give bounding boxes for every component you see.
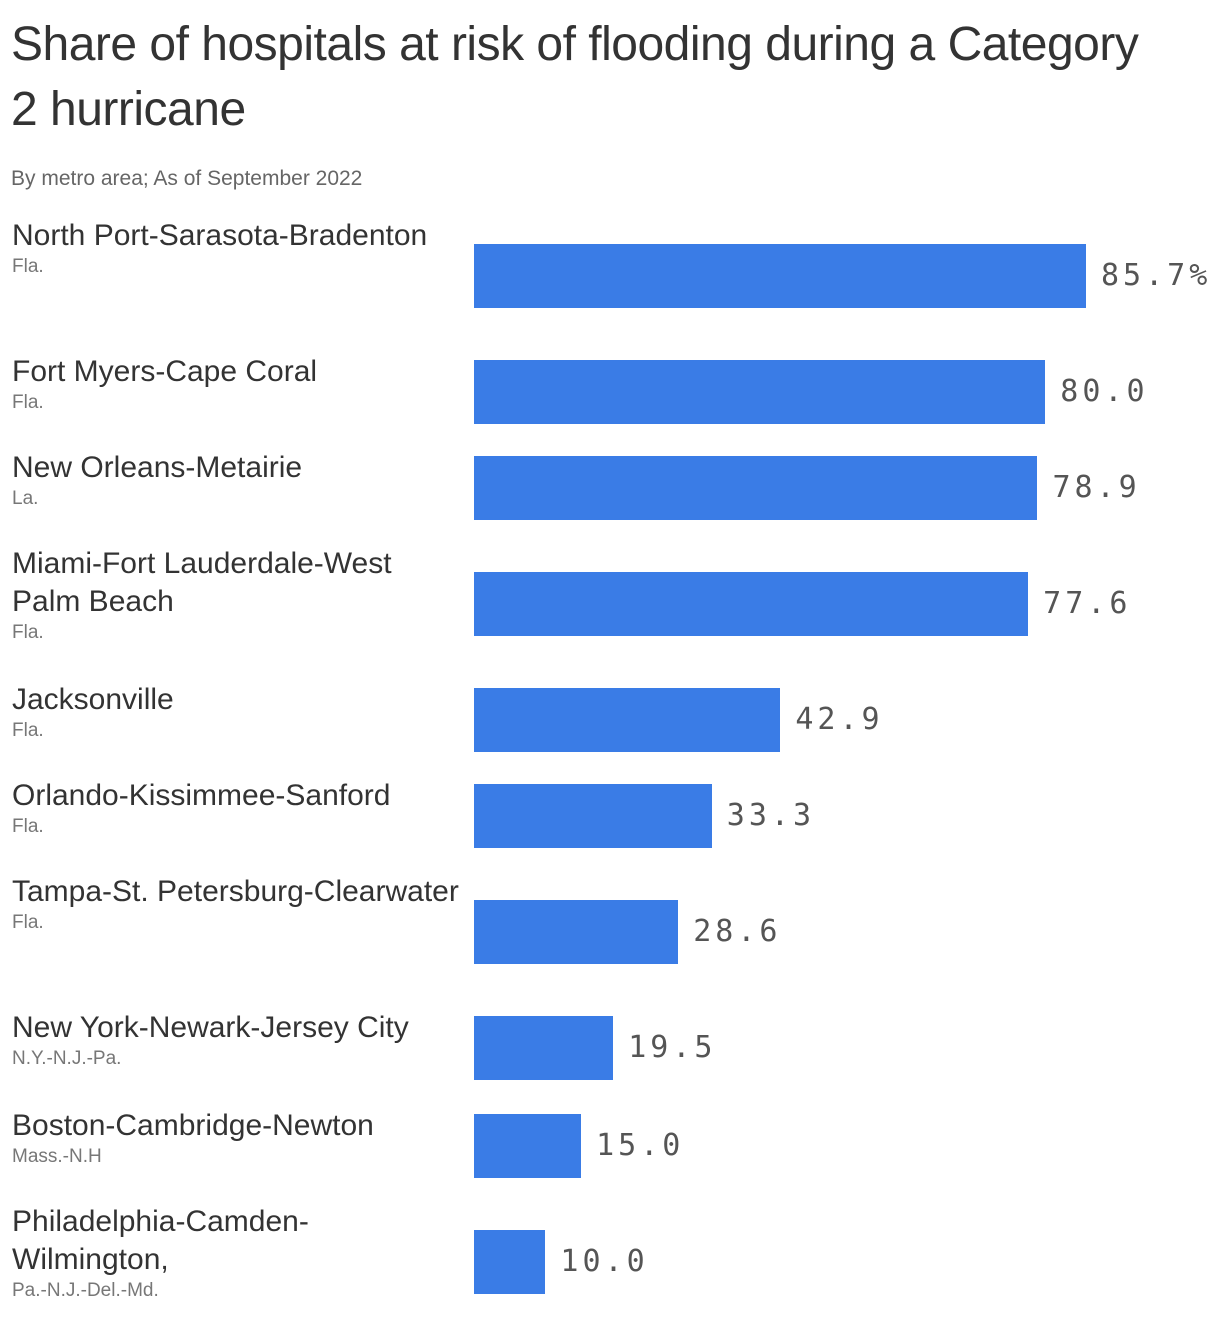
data-label: 85.7% bbox=[1101, 258, 1212, 293]
category-label: Miami-Fort Lauderdale-West Palm Beach Fla… bbox=[12, 545, 462, 645]
metro-name: Fort Myers-Cape Coral bbox=[12, 355, 318, 388]
chart-subtitle: By metro area; As of September 2022 bbox=[11, 167, 363, 190]
bar bbox=[474, 572, 1029, 636]
bar bbox=[474, 1114, 582, 1178]
category-label: North Port-Sarasota-Bradenton Fla. bbox=[12, 217, 462, 279]
category-label: New York-Newark-Jersey City N.Y.-N.J.-Pa. bbox=[12, 1009, 462, 1071]
category-label: Orlando-Kissimmee-Sanford Fla. bbox=[12, 777, 462, 839]
data-label: 77.6 bbox=[1043, 586, 1132, 621]
state-abbrev: Fla. bbox=[12, 392, 44, 413]
metro-name: New Orleans-Metairie bbox=[12, 451, 303, 484]
data-label: 33.3 bbox=[726, 798, 816, 833]
chart-title: Share of hospitals at risk of flooding d… bbox=[11, 18, 1139, 136]
state-abbrev: Fla. bbox=[12, 912, 44, 933]
metro-name: Orlando-Kissimmee-Sanford bbox=[12, 779, 391, 812]
bar bbox=[474, 900, 679, 964]
metro-name: North Port-Sarasota-Bradenton bbox=[12, 219, 428, 252]
bar bbox=[474, 784, 712, 848]
data-label: 10.0 bbox=[560, 1244, 649, 1279]
data-label: 42.9 bbox=[795, 702, 884, 737]
state-abbrev: N.Y.-N.J.-Pa. bbox=[12, 1048, 122, 1069]
state-abbrev: Fla. bbox=[12, 622, 44, 643]
metro-name: New York-Newark-Jersey City bbox=[12, 1011, 409, 1044]
data-label: 15.0 bbox=[596, 1128, 685, 1163]
data-label: 78.9 bbox=[1052, 470, 1141, 505]
data-label: 19.5 bbox=[628, 1030, 717, 1065]
category-label: Fort Myers-Cape Coral Fla. bbox=[12, 353, 462, 415]
category-label: New Orleans-Metairie La. bbox=[12, 449, 462, 511]
bar bbox=[474, 688, 781, 752]
state-abbrev: Fla. bbox=[12, 816, 44, 837]
bar bbox=[474, 456, 1038, 520]
data-label: 80.0 bbox=[1060, 374, 1149, 409]
state-abbrev: Fla. bbox=[12, 720, 44, 741]
bar bbox=[474, 1230, 546, 1294]
bar bbox=[474, 360, 1046, 424]
category-label: Tampa-St. Petersburg-Clearwater Fla. bbox=[12, 873, 462, 935]
metro-name: Philadelphia-Camden-Wilmington, bbox=[12, 1205, 309, 1276]
category-label: Jacksonville Fla. bbox=[12, 681, 462, 743]
metro-name: Tampa-St. Petersburg-Clearwater bbox=[12, 875, 459, 908]
bar bbox=[474, 244, 1086, 308]
state-abbrev: Mass.-N.H bbox=[12, 1146, 102, 1167]
data-label: 28.6 bbox=[693, 914, 782, 949]
state-abbrev: La. bbox=[12, 488, 39, 509]
metro-name: Jacksonville bbox=[12, 683, 174, 716]
category-label: Philadelphia-Camden-Wilmington, Pa.-N.J.-… bbox=[12, 1203, 462, 1303]
state-abbrev: Fla. bbox=[12, 256, 44, 277]
metro-name: Boston-Cambridge-Newton bbox=[12, 1109, 374, 1142]
category-label: Boston-Cambridge-Newton Mass.-N.H bbox=[12, 1107, 462, 1169]
metro-name: Miami-Fort Lauderdale-West Palm Beach bbox=[12, 547, 392, 618]
state-abbrev: Pa.-N.J.-Del.-Md. bbox=[12, 1280, 159, 1301]
bar bbox=[474, 1016, 614, 1080]
